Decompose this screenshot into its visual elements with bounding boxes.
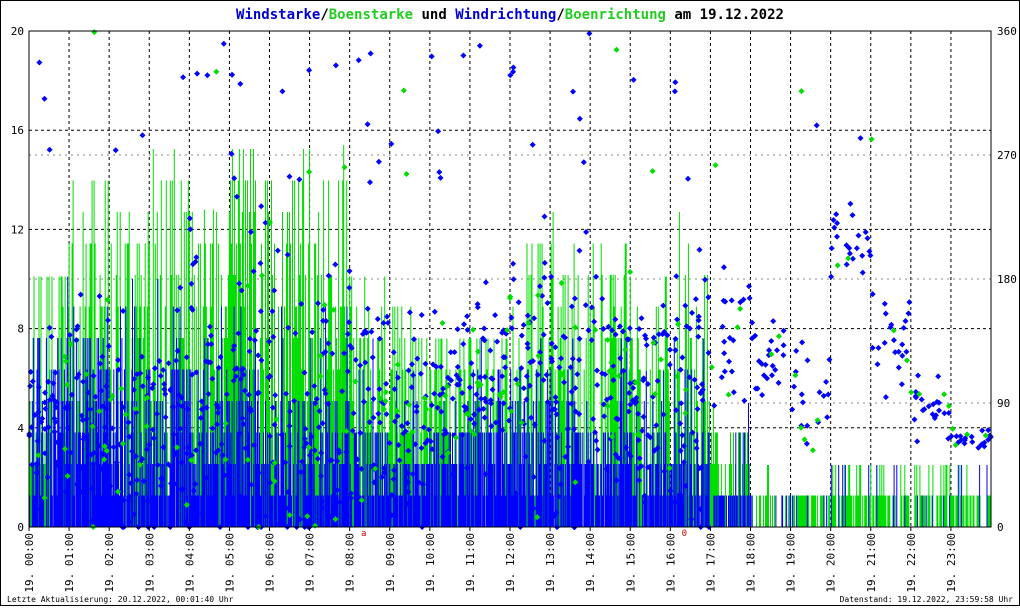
y-left-tick-label: 0 [17, 521, 24, 534]
title-part-3: und [413, 7, 455, 23]
x-tick-label: 19. 21:00 [865, 533, 878, 593]
x-tick-label: 19. 17:00 [704, 533, 717, 593]
x-tick-label: 19. 19:00 [785, 533, 798, 593]
x-tick-label: 19. 11:00 [464, 533, 477, 593]
footer-last-update: Letzte Aktualisierung: 20.12.2022, 00:01… [7, 595, 234, 604]
x-tick-label: 19. 09:00 [384, 533, 397, 593]
y-left-tick-label: 16 [11, 124, 24, 137]
x-tick-label: 19. 03:00 [143, 533, 156, 593]
x-tick-label: 19. 04:00 [183, 533, 196, 593]
x-tick-label: 19. 20:00 [825, 533, 838, 593]
x-tick-label: 19. 23:00 [945, 533, 958, 593]
title-part-2: Boenstarke [329, 7, 413, 23]
chart-title: Windstarke/Boenstarke und Windrichtung/B… [236, 7, 784, 23]
x-tick-label: 19. 10:00 [424, 533, 437, 593]
title-part-1: / [320, 7, 328, 23]
baseline-marker: a [361, 529, 366, 539]
y-right-tick-label: 180 [997, 273, 1017, 286]
x-tick-label: 19. 06:00 [264, 533, 277, 593]
y-left-tick-label: 8 [17, 323, 24, 336]
x-tick-label: 19. 15:00 [624, 533, 637, 593]
y-left-tick-label: 20 [11, 25, 24, 38]
x-tick-label: 19. 22:00 [905, 533, 918, 593]
x-tick-label: 19. 12:00 [504, 533, 517, 593]
x-tick-label: 19. 14:00 [584, 533, 597, 593]
baseline-marker: 0 [682, 529, 687, 539]
x-tick-label: 19. 00:00 [23, 533, 36, 593]
x-tick-label: 19. 08:00 [344, 533, 357, 593]
y-right-tick-label: 270 [997, 149, 1017, 162]
x-tick-label: 19. 05:00 [223, 533, 236, 593]
title-part-4: Windrichtung [455, 7, 556, 23]
y-right-tick-label: 90 [997, 397, 1010, 410]
title-part-0: Windstarke [236, 7, 320, 23]
title-part-6: Boenrichtung [565, 7, 666, 23]
y-left-tick-label: 4 [17, 422, 24, 435]
title-part-7: am 19.12.2022 [666, 7, 784, 23]
x-tick-label: 19. 16:00 [664, 533, 677, 593]
axes: 0 4 8 12 16 20 0 90 180 270 360 19. 00:00 19. 01:00 1… [11, 25, 1017, 593]
y-right-tick-label: 360 [997, 25, 1017, 38]
x-tick-label: 19. 07:00 [304, 533, 317, 593]
x-tick-label: 19. 01:00 [63, 533, 76, 593]
x-tick-label: 19. 02:00 [103, 533, 116, 593]
x-tick-label: 19. 13:00 [544, 533, 557, 593]
title-part-5: / [556, 7, 564, 23]
footer-data-timestamp: Datenstand: 19.12.2022, 23:59:58 Uhr [840, 595, 1014, 604]
x-tick-label: 19. 18:00 [745, 533, 758, 593]
y-right-tick-label: 0 [997, 521, 1004, 534]
y-left-tick-label: 12 [11, 223, 24, 236]
